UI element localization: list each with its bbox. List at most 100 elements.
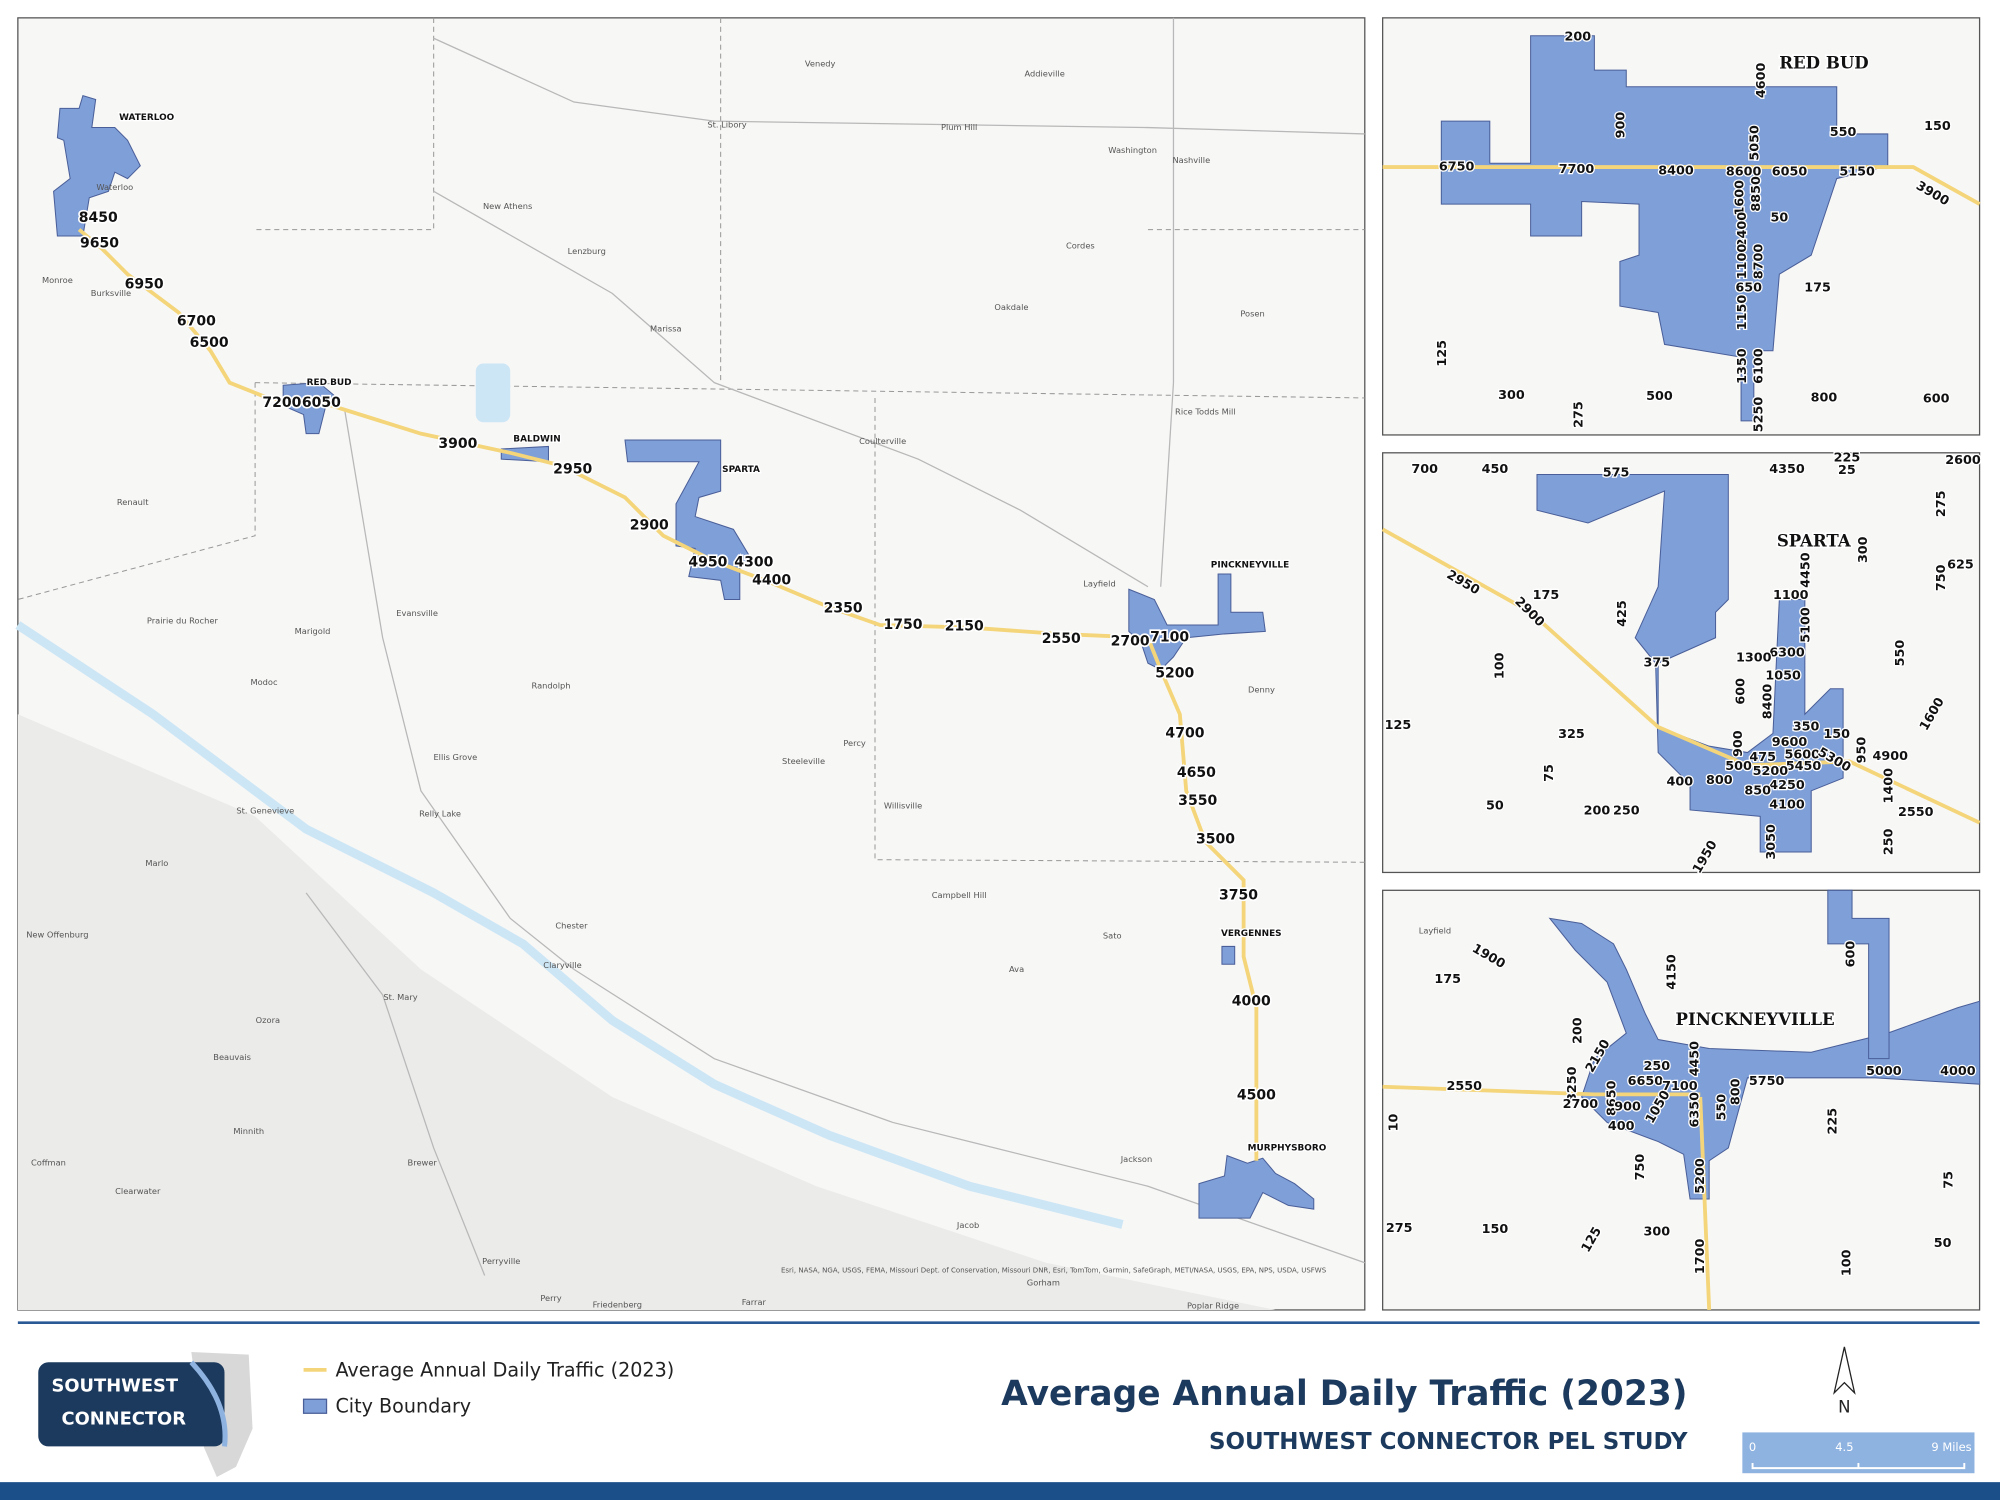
- traffic-count: 9650: [80, 236, 119, 252]
- place-label: Coulterville: [859, 436, 906, 446]
- traffic-count: 300: [1644, 1225, 1671, 1240]
- traffic-count: 275: [1572, 401, 1587, 428]
- traffic-count: 250: [1644, 1059, 1671, 1074]
- city-label: RED BUD: [307, 378, 352, 388]
- traffic-count: 225: [1834, 450, 1861, 465]
- traffic-count: 550: [1893, 640, 1908, 667]
- traffic-count: 200: [1570, 1017, 1585, 1044]
- traffic-count: 1150: [1735, 295, 1750, 331]
- place-label: Beauvais: [213, 1052, 251, 1062]
- traffic-count: 50: [1486, 799, 1504, 814]
- city-boundaries: [53, 95, 1315, 1219]
- place-label: New Offenburg: [26, 929, 88, 939]
- city-label: WATERLOO: [119, 113, 175, 123]
- traffic-count: 50: [1770, 211, 1788, 226]
- traffic-count: 2550: [1898, 805, 1934, 820]
- traffic-count: 6950: [125, 276, 164, 292]
- traffic-count: 225: [1825, 1108, 1840, 1135]
- traffic-count: 4000: [1940, 1064, 1976, 1079]
- place-label: Renault: [117, 497, 149, 507]
- traffic-count: 100: [1839, 1249, 1854, 1276]
- traffic-count: 800: [1706, 773, 1733, 788]
- scale-label: 0: [1749, 1440, 1756, 1454]
- traffic-count: 4450: [1799, 552, 1814, 588]
- traffic-count: 4100: [1769, 797, 1805, 812]
- place-label: New Athens: [483, 201, 532, 211]
- traffic-count: 3750: [1219, 887, 1258, 903]
- traffic-count: 8400: [1760, 684, 1775, 720]
- place-label: Rice Todds Mill: [1175, 406, 1236, 416]
- traffic-count: 4250: [1769, 778, 1805, 793]
- aadt-route: [1381, 527, 1981, 825]
- traffic-count: 50: [1934, 1236, 1952, 1251]
- traffic-count: 4150: [1665, 954, 1680, 990]
- traffic-count: 3500: [1196, 831, 1235, 847]
- scale-bar: [1751, 1463, 1966, 1470]
- traffic-count: 5200: [1753, 764, 1789, 779]
- traffic-count: 75: [1941, 1171, 1956, 1189]
- place-label: Jacob: [956, 1220, 979, 1230]
- place-label: Layfield: [1083, 579, 1115, 589]
- place-label: Claryville: [543, 960, 581, 970]
- traffic-count: 750: [1633, 1154, 1648, 1181]
- traffic-count: 1700: [1693, 1239, 1708, 1275]
- traffic-count: 7100: [1662, 1079, 1698, 1094]
- traffic-count: 175: [1804, 281, 1831, 296]
- aadt-route: [77, 228, 1259, 1161]
- traffic-count: 475: [1749, 750, 1776, 765]
- attribution: Esri, NASA, NGA, USGS, FEMA, Missouri De…: [781, 1265, 1327, 1274]
- place-label: Cordes: [1066, 241, 1095, 251]
- traffic-count: 2550: [1447, 1079, 1483, 1094]
- traffic-count: 6050: [1772, 165, 1808, 180]
- traffic-count: 5750: [1749, 1074, 1785, 1089]
- traffic-count: 3550: [1178, 793, 1217, 809]
- traffic-count: 600: [1843, 941, 1858, 968]
- traffic-count: 300: [1498, 388, 1525, 403]
- place-label: Clearwater: [115, 1186, 161, 1196]
- traffic-count: 5450: [1786, 759, 1822, 774]
- subtitle: SOUTHWEST CONNECTOR PEL STUDY: [1209, 1429, 1688, 1455]
- traffic-count: 200: [1564, 29, 1591, 44]
- traffic-count: 4900: [1873, 749, 1909, 764]
- place-label: St. Mary: [383, 992, 417, 1002]
- traffic-count: 1350: [1735, 348, 1750, 384]
- traffic-count: 4450: [1688, 1041, 1703, 1077]
- traffic-count: 1100: [1773, 588, 1809, 603]
- traffic-count: 750: [1934, 564, 1949, 591]
- traffic-count: 400: [1608, 1119, 1635, 1134]
- place-label: Modoc: [250, 677, 278, 687]
- legend-label: Average Annual Daily Traffic (2023): [335, 1359, 674, 1382]
- place-label: Marissa: [650, 324, 682, 334]
- traffic-count: 300: [1856, 536, 1871, 563]
- place-label: Marigold: [295, 626, 331, 636]
- traffic-count: 5250: [1751, 397, 1766, 433]
- traffic-count: 6750: [1439, 160, 1475, 175]
- traffic-count: 5200: [1693, 1158, 1708, 1194]
- north-arrow: [1833, 1346, 1856, 1395]
- traffic-count: 5150: [1839, 165, 1875, 180]
- traffic-count: 2950: [553, 461, 592, 477]
- traffic-count: 4950: [688, 555, 727, 571]
- place-label: Relly Lake: [419, 808, 461, 818]
- traffic-count: 8400: [1658, 163, 1694, 178]
- footer-bar: [0, 1482, 2000, 1500]
- traffic-count: 700: [1411, 462, 1438, 477]
- place-label: Lenzburg: [568, 246, 606, 256]
- traffic-count: 950: [1855, 737, 1870, 764]
- traffic-count: 4600: [1754, 62, 1769, 98]
- traffic-count: 4700: [1165, 725, 1204, 741]
- traffic-count: 4400: [752, 572, 791, 588]
- traffic-count: 150: [1924, 119, 1951, 134]
- aadt-route: [1382, 165, 1981, 206]
- inset-labels: 200 900 4600 6750 7700 8400 8600 6050 5150 550 150…: [1383, 28, 1982, 1277]
- place-label: Coffman: [31, 1158, 66, 1168]
- city-boundary: [1827, 889, 1890, 1060]
- traffic-count: 4000: [1232, 993, 1271, 1009]
- traffic-count: 275: [1934, 491, 1949, 518]
- traffic-count: 125: [1435, 340, 1450, 367]
- traffic-count: 8450: [79, 210, 118, 226]
- inset-sparta: [1381, 452, 1981, 874]
- place-label: Jackson: [1120, 1154, 1152, 1164]
- traffic-count: 600: [1734, 678, 1749, 705]
- traffic-count: 6050: [302, 395, 341, 411]
